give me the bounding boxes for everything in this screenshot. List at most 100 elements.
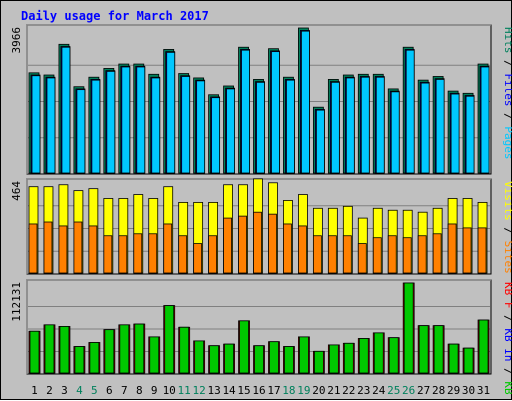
kbout-bar-day-31: [478, 319, 489, 374]
pages-bar-day-10: [166, 51, 176, 174]
pages-bar-day-3: [61, 46, 71, 174]
kbout-bar-day-11: [179, 326, 190, 374]
sites-bar-day-3: [58, 225, 68, 274]
sites-bar-day-2: [43, 221, 53, 274]
middle-max-label: 464: [10, 181, 23, 201]
kbout-bar-day-17: [269, 341, 279, 374]
day-label-14: 14: [222, 384, 236, 397]
kbout-bar-day-8: [134, 323, 145, 374]
sites-bar-day-22: [342, 235, 352, 274]
kbout-bar-day-21: [328, 344, 339, 374]
kbout-bar-day-14: [224, 343, 234, 374]
kbout-bar-day-29: [448, 343, 459, 374]
bottom-legend-item: /: [502, 309, 512, 322]
kbout-bar-day-25: [388, 337, 399, 374]
pages-bar-day-6: [106, 70, 116, 174]
day-label-7: 7: [121, 384, 128, 397]
sites-bar-day-31: [477, 227, 487, 274]
kbout-bar-day-20: [313, 350, 324, 374]
kbout-bar-day-5: [89, 342, 100, 374]
day-label-18: 18: [282, 384, 295, 397]
sites-bar-day-20: [312, 235, 322, 274]
kbout-bar-day-22: [343, 342, 354, 374]
pages-bar-day-19: [301, 30, 310, 174]
sites-bar-day-4: [73, 221, 83, 274]
pages-bar-day-23: [360, 76, 370, 174]
day-label-28: 28: [432, 384, 445, 397]
pages-bar-day-11: [181, 76, 191, 174]
sites-bar-day-13: [208, 235, 218, 274]
pages-bar-day-24: [375, 76, 385, 174]
sites-bar-day-24: [372, 237, 382, 274]
kbout-bar-day-12: [194, 340, 205, 374]
day-label-1: 1: [31, 384, 38, 397]
day-label-17: 17: [267, 384, 280, 397]
kbout-bar-day-3: [59, 326, 70, 374]
pages-bar-day-20: [315, 109, 325, 174]
pages-bar-day-26: [405, 49, 415, 174]
day-label-25: 25: [387, 384, 400, 397]
kbout-bar-day-6: [104, 329, 115, 374]
bottom-legend-item: /: [502, 362, 512, 375]
kbout-bar-day-27: [418, 325, 429, 374]
kbout-bar-day-30: [463, 347, 474, 374]
pages-bar-day-31: [480, 66, 490, 174]
day-label-31: 31: [477, 384, 490, 397]
pages-bar-day-4: [76, 89, 86, 174]
kbout-bar-day-28: [433, 325, 444, 374]
day-label-20: 20: [312, 384, 325, 397]
sites-bar-day-21: [327, 235, 337, 274]
pages-bar-day-29: [450, 93, 460, 174]
sites-bar-day-16: [253, 211, 262, 274]
pages-bar-day-22: [345, 77, 355, 174]
day-label-6: 6: [106, 384, 113, 397]
bottom-max-label: 112131: [10, 282, 23, 322]
sites-bar-day-9: [148, 233, 158, 274]
pages-bar-day-28: [435, 79, 445, 174]
pages-bar-day-12: [196, 80, 206, 174]
pages-bar-day-18: [286, 79, 295, 174]
day-label-5: 5: [91, 384, 98, 397]
kbout-bar-day-7: [119, 324, 130, 374]
day-label-22: 22: [342, 384, 355, 397]
pages-bar-day-17: [271, 51, 280, 174]
sites-bar-day-28: [432, 233, 442, 274]
top-legend-item: Files: [502, 67, 512, 107]
middle-legend-item: Sites: [502, 234, 512, 274]
bottom-legend: KB F / KB In / KB Out: [502, 282, 512, 401]
sites-bar-day-5: [88, 225, 98, 274]
pages-bar-day-8: [136, 66, 146, 174]
sites-bar-day-14: [223, 217, 232, 274]
sites-bar-day-29: [447, 223, 457, 274]
day-label-16: 16: [252, 384, 265, 397]
pages-bar-day-2: [46, 77, 56, 174]
sites-bar-day-1: [28, 223, 38, 274]
sites-bar-day-11: [178, 235, 188, 274]
pages-bar-day-27: [420, 82, 430, 174]
middle-legend-item: Visits: [502, 181, 512, 221]
day-label-13: 13: [207, 384, 220, 397]
sites-bar-day-12: [193, 243, 203, 274]
pages-bar-day-21: [330, 81, 340, 174]
sites-bar-day-27: [417, 235, 427, 274]
day-label-24: 24: [372, 384, 386, 397]
kbout-bar-day-19: [299, 336, 309, 374]
sites-bar-day-25: [387, 235, 397, 274]
day-label-2: 2: [46, 384, 53, 397]
top-legend-item: Pages: [502, 120, 512, 160]
sites-bar-day-15: [238, 215, 247, 274]
kbout-bar-day-9: [149, 336, 160, 374]
kbout-bar-day-10: [164, 305, 175, 374]
pages-bar-day-5: [91, 79, 101, 174]
sites-bar-day-10: [163, 223, 173, 274]
pages-bar-day-9: [151, 77, 161, 174]
day-label-12: 12: [193, 384, 206, 397]
top-legend: Hits / Files / Pages: [502, 27, 512, 160]
top-legend-item: /: [502, 107, 512, 120]
pages-bar-day-25: [390, 91, 400, 174]
sites-bar-day-6: [103, 235, 113, 274]
pages-bar-day-13: [211, 97, 221, 174]
day-label-29: 29: [447, 384, 460, 397]
kbout-bar-day-26: [403, 282, 414, 374]
